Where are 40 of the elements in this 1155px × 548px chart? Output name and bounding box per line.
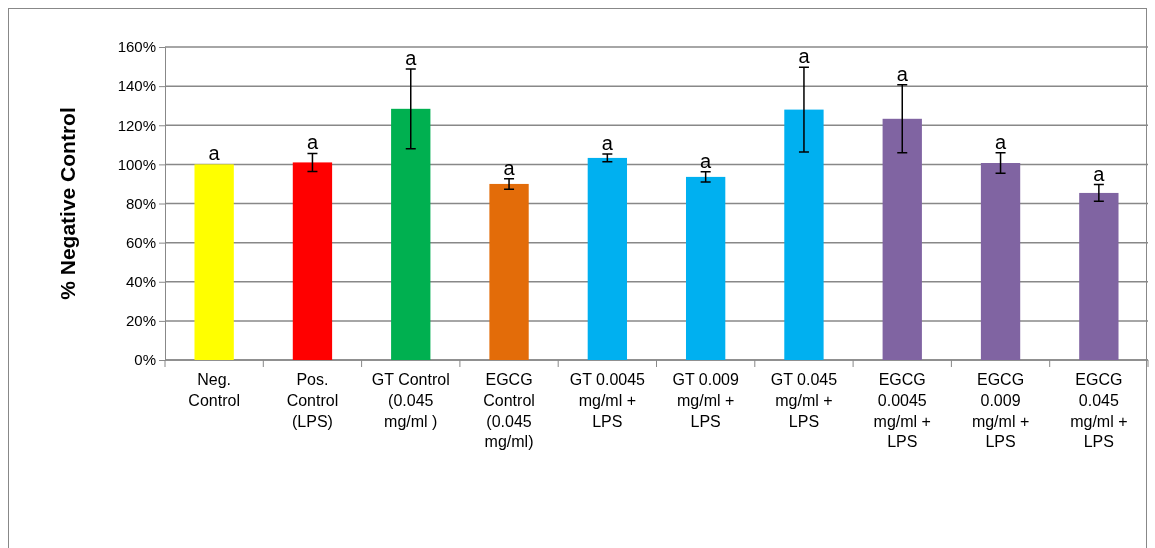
x-tick-label: GT Control (0.045 mg/ml )	[371, 371, 450, 430]
x-tick-label: Neg. Control	[188, 371, 240, 409]
annotation: a	[994, 130, 1007, 153]
y-tick-label: 0%	[134, 351, 156, 369]
x-tick-label: EGCG 0.045 mg/ml + LPS	[1070, 371, 1128, 451]
annotation: a	[798, 45, 811, 68]
y-axis-title: % Negative Control	[56, 107, 79, 300]
annotation: a	[503, 156, 516, 179]
bar	[587, 157, 628, 360]
bar	[882, 118, 922, 360]
annotation: a	[601, 132, 614, 155]
bar	[489, 183, 529, 360]
x-tick-label: GT 0.009 mg/ml + LPS	[672, 371, 739, 430]
y-tick-label: 100%	[117, 155, 156, 173]
bar	[391, 108, 431, 360]
y-tick-label: 20%	[125, 312, 156, 330]
bar	[980, 163, 1021, 360]
annotation: a	[306, 131, 319, 154]
y-tick-label: 140%	[117, 77, 156, 95]
annotation: a	[208, 142, 221, 165]
y-tick-label: 60%	[125, 233, 156, 251]
annotation: a	[700, 149, 713, 172]
x-tick-label: EGCG Control (0.045 mg/ml)	[483, 371, 535, 451]
annotation: a	[405, 46, 418, 69]
annotation: a	[896, 62, 909, 85]
x-tick-label: GT 0.045 mg/ml + LPS	[770, 371, 838, 430]
y-tick-label: 80%	[125, 194, 156, 212]
y-tick-label: 40%	[125, 273, 156, 291]
annotation: a	[1093, 162, 1106, 185]
x-tick-label: GT 0.0045 mg/ml + LPS	[569, 371, 646, 430]
bar	[1079, 192, 1119, 360]
bar	[194, 164, 234, 360]
bar	[292, 162, 333, 360]
bar	[685, 176, 726, 360]
y-tick-label: 120%	[117, 116, 156, 134]
x-tick-label: EGCG 0.009 mg/ml + LPS	[971, 371, 1030, 451]
x-tick-label: Pos. Control (LPS)	[286, 371, 339, 430]
bar	[784, 109, 824, 360]
y-tick-label: 160%	[117, 38, 156, 56]
x-tick-label: EGCG 0.0045 mg/ml + LPS	[873, 371, 931, 451]
